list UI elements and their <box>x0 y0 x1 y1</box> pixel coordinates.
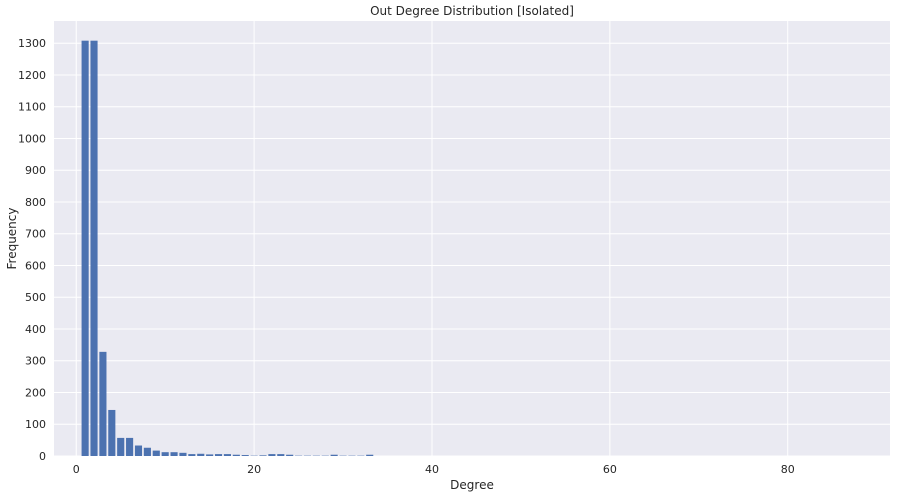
bar-degree-24 <box>286 454 294 456</box>
y-tick-label: 1000 <box>18 132 46 145</box>
bar-degree-10 <box>161 452 169 456</box>
bars <box>81 40 374 457</box>
y-tick-label: 800 <box>25 196 46 209</box>
bar-degree-19 <box>241 455 249 456</box>
x-tick-label: 40 <box>425 463 439 476</box>
bar-degree-4 <box>108 409 116 456</box>
x-tick-labels: 0 20 40 60 80 <box>73 463 795 476</box>
bar-degree-33 <box>366 454 374 456</box>
y-tick-label: 1300 <box>18 37 46 50</box>
bar-degree-7 <box>134 445 143 456</box>
bar-degree-3 <box>99 351 107 456</box>
bar-degree-5 <box>117 437 125 456</box>
x-tick-label: 60 <box>603 463 617 476</box>
y-tick-label: 700 <box>25 228 46 241</box>
y-tick-label: 600 <box>25 259 46 272</box>
y-tick-label: 1100 <box>18 101 46 114</box>
bar-degree-17 <box>223 454 231 456</box>
bar-degree-2 <box>90 40 98 457</box>
bar-degree-8 <box>143 447 151 456</box>
bar-degree-16 <box>214 454 223 456</box>
bar-degree-18 <box>232 454 240 456</box>
y-tick-labels: 0 100 200 300 400 500 600 700 800 900 1000 1100 1200… <box>18 37 46 463</box>
plot-background <box>54 21 890 456</box>
bar-degree-29 <box>330 454 338 456</box>
y-tick-label: 0 <box>39 450 46 463</box>
bar-degree-23 <box>277 454 285 456</box>
bar-degree-13 <box>188 454 196 456</box>
y-tick-label: 400 <box>25 323 46 336</box>
y-tick-label: 100 <box>25 418 46 431</box>
y-tick-label: 300 <box>25 355 46 368</box>
y-tick-label: 1200 <box>18 69 46 82</box>
y-tick-label: 900 <box>25 164 46 177</box>
bar-degree-1 <box>81 40 89 457</box>
bar-degree-11 <box>170 452 178 456</box>
y-tick-label: 500 <box>25 291 46 304</box>
bar-degree-6 <box>126 437 134 456</box>
grid-lines <box>54 21 890 457</box>
bar-degree-9 <box>152 450 160 456</box>
x-tick-label: 80 <box>781 463 795 476</box>
bar-degree-22 <box>268 454 276 456</box>
y-tick-label: 200 <box>25 386 46 399</box>
chart-title: Out Degree Distribution [Isolated] <box>370 4 574 18</box>
bar-degree-15 <box>206 454 214 456</box>
bar-degree-14 <box>197 453 205 456</box>
bar-degree-12 <box>179 452 187 456</box>
x-axis-label: Degree <box>450 478 494 492</box>
x-tick-label: 0 <box>73 463 80 476</box>
bar-degree-21 <box>259 455 267 456</box>
x-tick-label: 20 <box>247 463 261 476</box>
y-axis-label: Frequency <box>5 208 19 270</box>
